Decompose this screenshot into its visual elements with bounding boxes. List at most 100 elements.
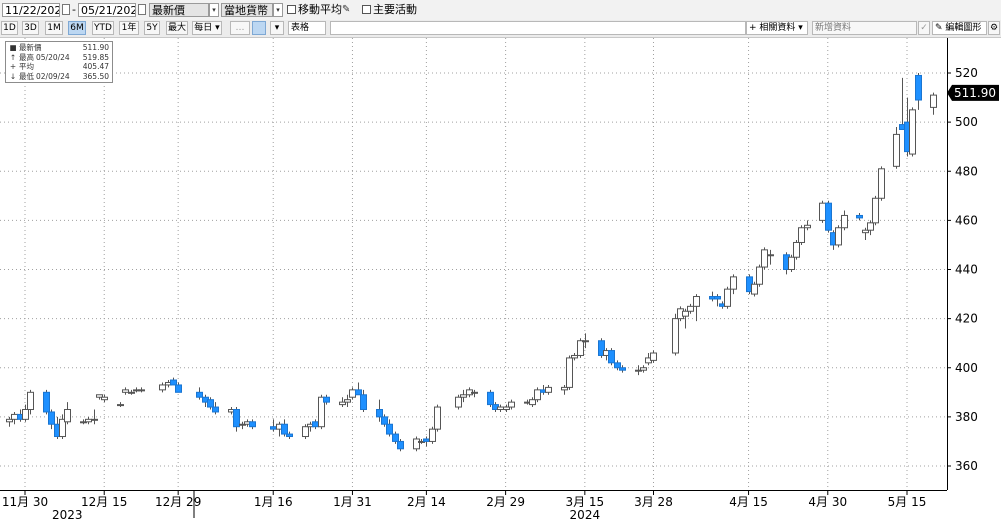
candle xyxy=(503,404,510,412)
x-tick-label: 12月 15 xyxy=(81,495,127,509)
period-button-6m[interactable]: 6M xyxy=(68,21,86,35)
x-tick-label: 3月 28 xyxy=(634,495,673,509)
year-label: 2024 xyxy=(570,508,601,519)
x-tick-label: 4月 30 xyxy=(808,495,847,509)
candle xyxy=(577,338,584,358)
key-events-label: 主要活動 xyxy=(373,3,417,16)
frequency-select[interactable]: 每日 ▾ xyxy=(192,21,222,35)
candle xyxy=(835,225,842,248)
candle xyxy=(841,210,848,231)
price-legend: ■ 最新價 511.90 ↑ 最高 05/20/24 519.85 + 平均 4… xyxy=(5,41,113,83)
x-tick-label: 3月 15 xyxy=(565,495,604,509)
x-tick-label: 2月 29 xyxy=(486,495,525,509)
grid-lines xyxy=(0,38,947,490)
candle xyxy=(312,419,319,430)
candle xyxy=(281,419,288,437)
candle xyxy=(27,389,34,415)
candle xyxy=(423,436,430,447)
y-tick-label: 520 xyxy=(955,66,978,80)
candle xyxy=(397,438,404,452)
period-button-ytd[interactable]: YTD xyxy=(92,21,114,35)
legend-high-icon: ↑ xyxy=(9,53,17,62)
end-calendar-icon[interactable] xyxy=(138,4,146,15)
legend-avg: + 平均 405.47 xyxy=(9,62,109,71)
candle xyxy=(434,404,441,432)
currency-select[interactable]: 當地貨幣 xyxy=(221,3,273,17)
candle xyxy=(872,195,879,226)
candle xyxy=(793,240,800,260)
candles xyxy=(6,73,937,452)
candle xyxy=(682,308,689,329)
x-tick-label: 1月 16 xyxy=(254,495,293,509)
end-date-input[interactable]: 05/21/2024 xyxy=(78,3,136,17)
y-tick-label: 420 xyxy=(955,312,978,326)
moving-avg-checkbox[interactable] xyxy=(287,5,296,14)
period-button-max[interactable]: 最大 xyxy=(166,21,188,35)
candle xyxy=(212,402,219,415)
candle xyxy=(196,387,203,400)
candle xyxy=(117,402,124,408)
candle xyxy=(323,394,330,405)
candle xyxy=(878,166,885,201)
candle xyxy=(48,409,55,430)
add-data-confirm[interactable]: ✓ xyxy=(918,21,930,35)
currency-dropdown-icon[interactable]: ▾ xyxy=(273,3,283,17)
chart-settings-icon[interactable]: ⚙ xyxy=(988,21,1000,35)
start-date-input[interactable]: 11/22/2023 xyxy=(2,3,60,17)
period-button-1m[interactable]: 1M xyxy=(45,21,63,35)
add-data-input[interactable]: 新增資料 xyxy=(812,21,917,35)
period-button-5y[interactable]: 5Y xyxy=(144,21,160,35)
candle xyxy=(386,419,393,437)
candle xyxy=(571,353,578,361)
candle xyxy=(508,399,515,410)
candle xyxy=(207,397,214,410)
candle xyxy=(249,419,256,430)
legend-high: ↑ 最高 05/20/24 519.85 xyxy=(9,53,109,62)
candle xyxy=(360,389,367,412)
y-tick-label: 500 xyxy=(955,115,978,129)
candle xyxy=(825,200,832,233)
legend-low-icon: ↓ xyxy=(9,72,17,81)
chart-tool-dropdown[interactable]: ▾ xyxy=(270,21,284,35)
y-tick-label: 480 xyxy=(955,164,978,178)
x-tick-label: 12月 29 xyxy=(155,495,201,509)
candle xyxy=(170,377,177,386)
candle xyxy=(650,350,657,363)
price-type-select[interactable]: 最新價 xyxy=(149,3,209,17)
search-field[interactable] xyxy=(330,21,746,35)
candle xyxy=(339,397,346,408)
candle xyxy=(376,399,383,422)
candle xyxy=(455,394,462,410)
chart-tool-a[interactable]: … xyxy=(230,21,250,35)
candle xyxy=(138,387,145,393)
chart-tool-b[interactable] xyxy=(252,21,266,35)
x-tick-label: 4月 15 xyxy=(729,495,768,509)
toolbar-row-2: 1D 3D 1M 6M YTD 1年 5Y 最大 每日 ▾ … ▾ 表格 + 相… xyxy=(0,20,1001,38)
edit-chart-button[interactable]: ✎ 編輯圖形 xyxy=(932,21,987,35)
candle xyxy=(534,387,541,403)
price-type-dropdown-icon[interactable]: ▾ xyxy=(209,3,219,17)
start-calendar-icon[interactable] xyxy=(62,4,70,15)
related-data-button[interactable]: + 相關資料 ▾ xyxy=(746,21,808,35)
candle xyxy=(349,387,356,400)
candle xyxy=(529,397,536,408)
candle xyxy=(582,333,589,349)
candle xyxy=(545,384,552,395)
last-price-tag: 511.90 xyxy=(947,84,999,101)
table-button[interactable]: 表格 xyxy=(288,21,326,35)
key-events-checkbox[interactable] xyxy=(362,5,371,14)
pencil-icon[interactable]: ✎ xyxy=(342,4,351,15)
candle xyxy=(915,73,922,110)
candle xyxy=(730,274,737,295)
period-button-3d[interactable]: 3D xyxy=(22,21,39,35)
candle xyxy=(893,127,900,169)
legend-last: ■ 最新價 511.90 xyxy=(9,43,109,52)
candle xyxy=(608,348,615,366)
candle xyxy=(761,247,768,270)
candle xyxy=(429,426,436,444)
candle xyxy=(159,382,166,393)
period-button-1y[interactable]: 1年 xyxy=(119,21,139,35)
candle xyxy=(80,419,87,425)
candle xyxy=(687,303,694,314)
period-button-1d[interactable]: 1D xyxy=(1,21,18,35)
